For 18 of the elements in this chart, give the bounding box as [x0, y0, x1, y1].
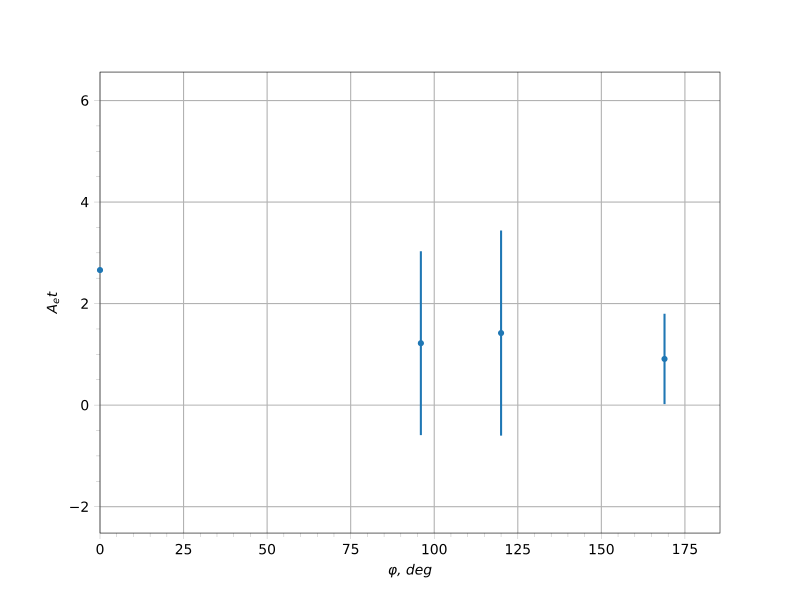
x-axis-title: φ, deg: [388, 564, 432, 578]
y-tick-label: 4: [81, 196, 88, 208]
point: [418, 340, 424, 346]
y-tick-label: 0: [81, 400, 88, 410]
x-tick-label: 100: [422, 544, 447, 554]
x-tick-label: 75: [342, 544, 358, 554]
point: [498, 330, 504, 336]
y-tick-label: −2: [70, 501, 88, 512]
y-axis-title: A$_{e}$t: [46, 291, 60, 314]
point: [661, 356, 668, 362]
y-tick-label: 6: [81, 95, 88, 106]
y-tick-label: 2: [81, 298, 88, 309]
x-tick-label: 125: [506, 544, 530, 554]
x-tick-label: 150: [590, 544, 614, 554]
x-tick-label: 25: [176, 544, 192, 554]
x-tick-label: 175: [673, 544, 697, 554]
x-tick-label: 0: [96, 544, 104, 554]
x-tick-label: 50: [259, 544, 276, 554]
